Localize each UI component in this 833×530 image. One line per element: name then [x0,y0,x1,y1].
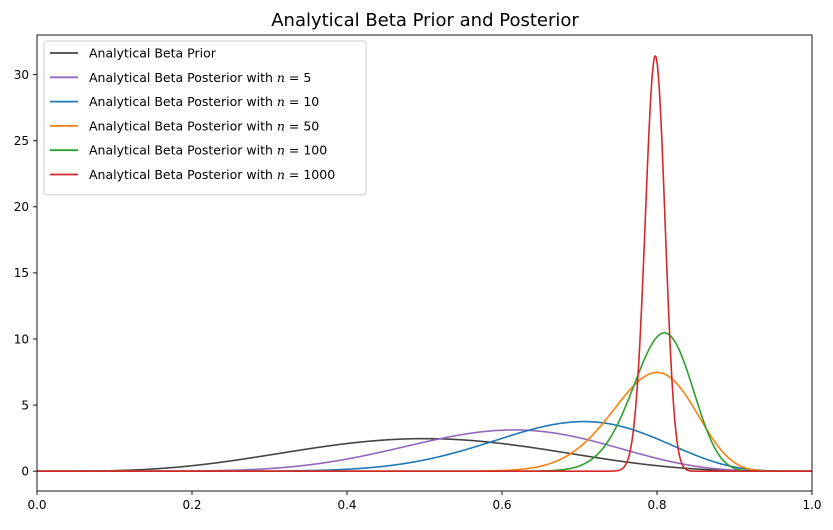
axes-frame [36,34,813,492]
x-tick-label-0: 0.0 [27,498,46,512]
legend-label-2: Analytical Beta Posterior with n = 10 [89,94,319,109]
axes: 0.0 0.2 0.4 0.6 0.8 1.0 0 5 10 15 20 25 30 [14,34,822,512]
legend-label-1: Analytical Beta Posterior with n = 5 [89,70,311,85]
legend-label-5: Analytical Beta Posterior with n = 1000 [89,167,335,182]
series-line-5 [37,55,812,472]
y-tick-label-0: 0 [21,464,29,478]
y-tick-label-4: 20 [14,200,29,214]
legend-label-0: Analytical Beta Prior [89,46,217,61]
x-tick-label-3: 0.6 [492,498,511,512]
series-line-3 [37,371,812,472]
chart-title: Analytical Beta Prior and Posterior [271,10,579,31]
legend-label-4: Analytical Beta Posterior with n = 100 [89,143,327,158]
series-line-0 [37,437,812,472]
y-tick-label-5: 25 [14,134,29,148]
series-line-1 [37,429,812,472]
y-tick-label-2: 10 [14,332,29,346]
legend-box [43,40,367,196]
series-line-4 [37,332,812,472]
y-tick-label-1: 5 [21,398,29,412]
x-tick-label-1: 0.2 [182,498,201,512]
x-tick-label-4: 0.8 [647,498,666,512]
y-tick-label-6: 30 [14,68,29,82]
x-tick-label-5: 1.0 [802,498,821,512]
legend-label-3: Analytical Beta Posterior with n = 50 [89,118,319,133]
series-line-2 [37,420,812,472]
legend: Analytical Beta Prior Analytical Beta Pos… [43,40,367,196]
y-tick-label-3: 15 [14,266,29,280]
plot-area [37,55,812,472]
x-tick-label-2: 0.4 [337,498,356,512]
